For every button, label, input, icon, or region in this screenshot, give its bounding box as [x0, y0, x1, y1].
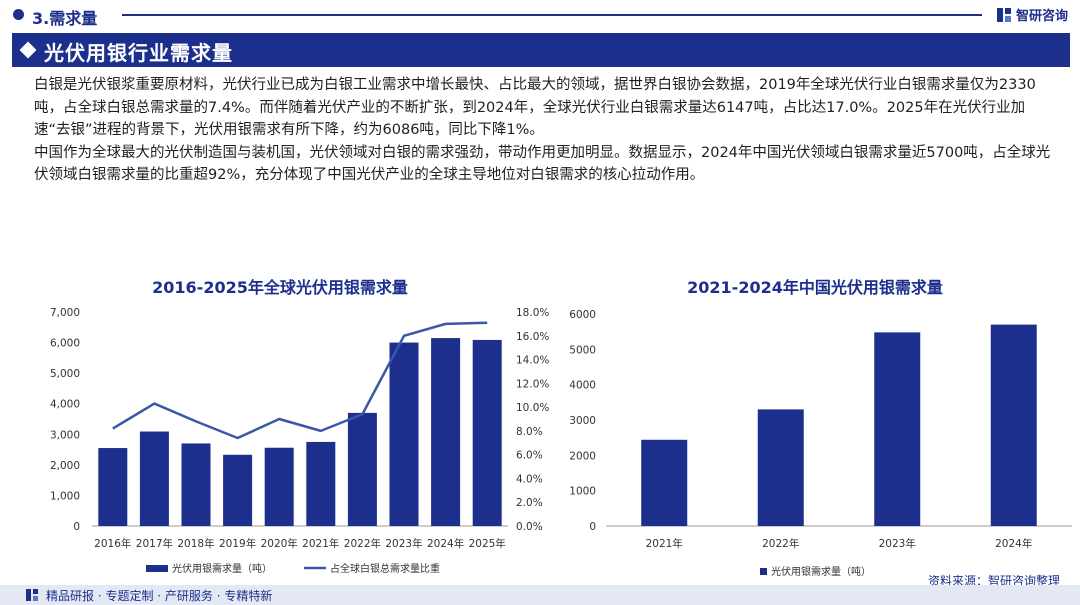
y-tick-label: 1,000 [50, 490, 80, 502]
section-bullet-icon [13, 9, 24, 20]
demand-bar [98, 448, 128, 526]
y2-tick-label: 12.0% [516, 378, 549, 390]
demand-bar [347, 412, 377, 526]
global-chart-title: 2016-2025年全球光伏用银需求量 [152, 278, 408, 297]
brand-name: 智研咨询 [1015, 9, 1068, 24]
china-demand-chart: 0 1000 2000 3000 4000 5000 6000 2021年 2022年 2023年… [569, 309, 1072, 578]
x-tick-label: 2016年 [94, 537, 131, 550]
china-chart-title: 2021-2024年中国光伏用银需求量 [687, 278, 943, 297]
legend-label: 占全球白银总需求量比重 [330, 562, 440, 575]
x-tick-label: 2022年 [762, 537, 799, 550]
x-tick-label: 2017年 [136, 537, 173, 550]
demand-bar [139, 431, 169, 526]
y2-tick-label: 14.0% [516, 355, 549, 367]
y2-tick-label: 6.0% [516, 450, 543, 462]
top-bar: 3.需求量 智研咨询 [0, 0, 1080, 30]
y2-tick-label: 18.0% [516, 307, 549, 319]
y-tick-label: 6000 [569, 309, 596, 321]
body-paragraph-1: 白银是光伏银浆重要原材料，光伏行业已成为白银工业需求中增长最快、占比最大的领域，… [34, 77, 1036, 138]
y-tick-label: 3,000 [50, 429, 80, 441]
brand-logo-icon [996, 7, 1011, 22]
y-tick-label: 1000 [569, 486, 596, 498]
y2-tick-label: 0.0% [516, 521, 543, 533]
legend-label: 光伏用银需求量（吨） [172, 562, 272, 575]
body-text: 白银是光伏银浆重要原材料，光伏行业已成为白银工业需求中增长最快、占比最大的领域，… [34, 74, 1054, 187]
y-tick-label: 6,000 [50, 338, 80, 350]
x-tick-label: 2020年 [261, 537, 298, 550]
y-tick-label: 7,000 [50, 307, 80, 319]
y2-tick-label: 8.0% [516, 426, 543, 438]
demand-bar [389, 342, 419, 526]
y2-tick-label: 10.0% [516, 402, 549, 414]
brand-logo: 智研咨询 [996, 5, 1068, 24]
global-demand-chart: 0 1,000 2,000 3,000 4,000 5,000 6,000 7,000 0.0%… [50, 307, 549, 575]
demand-bar [874, 332, 921, 526]
title-banner: 光伏用银行业需求量 [12, 33, 1070, 67]
demand-bar [181, 443, 211, 526]
header-divider [122, 14, 982, 16]
y-tick-label: 3000 [569, 415, 596, 427]
legend-bar-swatch [146, 565, 168, 572]
y-tick-label: 5,000 [50, 368, 80, 380]
x-tick-label: 2024年 [995, 537, 1032, 550]
y2-tick-label: 16.0% [516, 331, 549, 343]
y-tick-label: 4000 [569, 380, 596, 392]
y-tick-label: 5000 [569, 344, 596, 356]
footer-logo-icon [26, 589, 38, 601]
y-tick-label: 4,000 [50, 399, 80, 411]
x-tick-label: 2018年 [177, 537, 214, 550]
x-tick-label: 2024年 [427, 537, 464, 550]
y-tick-label: 0 [73, 521, 80, 533]
demand-bar [223, 454, 253, 526]
y2-tick-label: 2.0% [516, 497, 543, 509]
y-tick-label: 2000 [569, 450, 596, 462]
demand-bar [990, 324, 1037, 526]
footer-bar: 精品研报 · 专题定制 · 产研服务 · 专精特新 [0, 585, 1080, 605]
x-tick-label: 2023年 [879, 537, 916, 550]
legend-label: 光伏用银需求量（吨） [771, 565, 871, 578]
x-tick-label: 2023年 [385, 537, 422, 550]
legend-bar-swatch [760, 568, 767, 575]
section-title: 3.需求量 [32, 9, 98, 28]
x-tick-label: 2021年 [302, 537, 339, 550]
x-tick-label: 2021年 [646, 537, 683, 550]
source-note: 资料来源：智研咨询整理 [927, 574, 1060, 588]
y-tick-label: 0 [589, 521, 596, 533]
diamond-icon [19, 41, 37, 59]
x-tick-label: 2025年 [469, 537, 506, 550]
y-tick-label: 2,000 [50, 460, 80, 472]
demand-bar [757, 409, 804, 526]
body-paragraph-2: 中国作为全球最大的光伏制造国与装机国，光伏领域对白银的需求强劲，带动作用更加明显… [34, 144, 1051, 184]
y2-tick-label: 4.0% [516, 473, 543, 485]
x-tick-label: 2022年 [344, 537, 381, 550]
demand-bar [264, 447, 294, 526]
demand-bar [641, 439, 688, 526]
share-line [112, 321, 488, 440]
page-title: 光伏用银行业需求量 [44, 41, 233, 65]
demand-bar [431, 338, 461, 526]
demand-bar [472, 339, 502, 526]
x-tick-label: 2019年 [219, 537, 256, 550]
footer-tagline: 精品研报 · 专题定制 · 产研服务 · 专精特新 [46, 589, 273, 603]
demand-bar [306, 441, 336, 526]
